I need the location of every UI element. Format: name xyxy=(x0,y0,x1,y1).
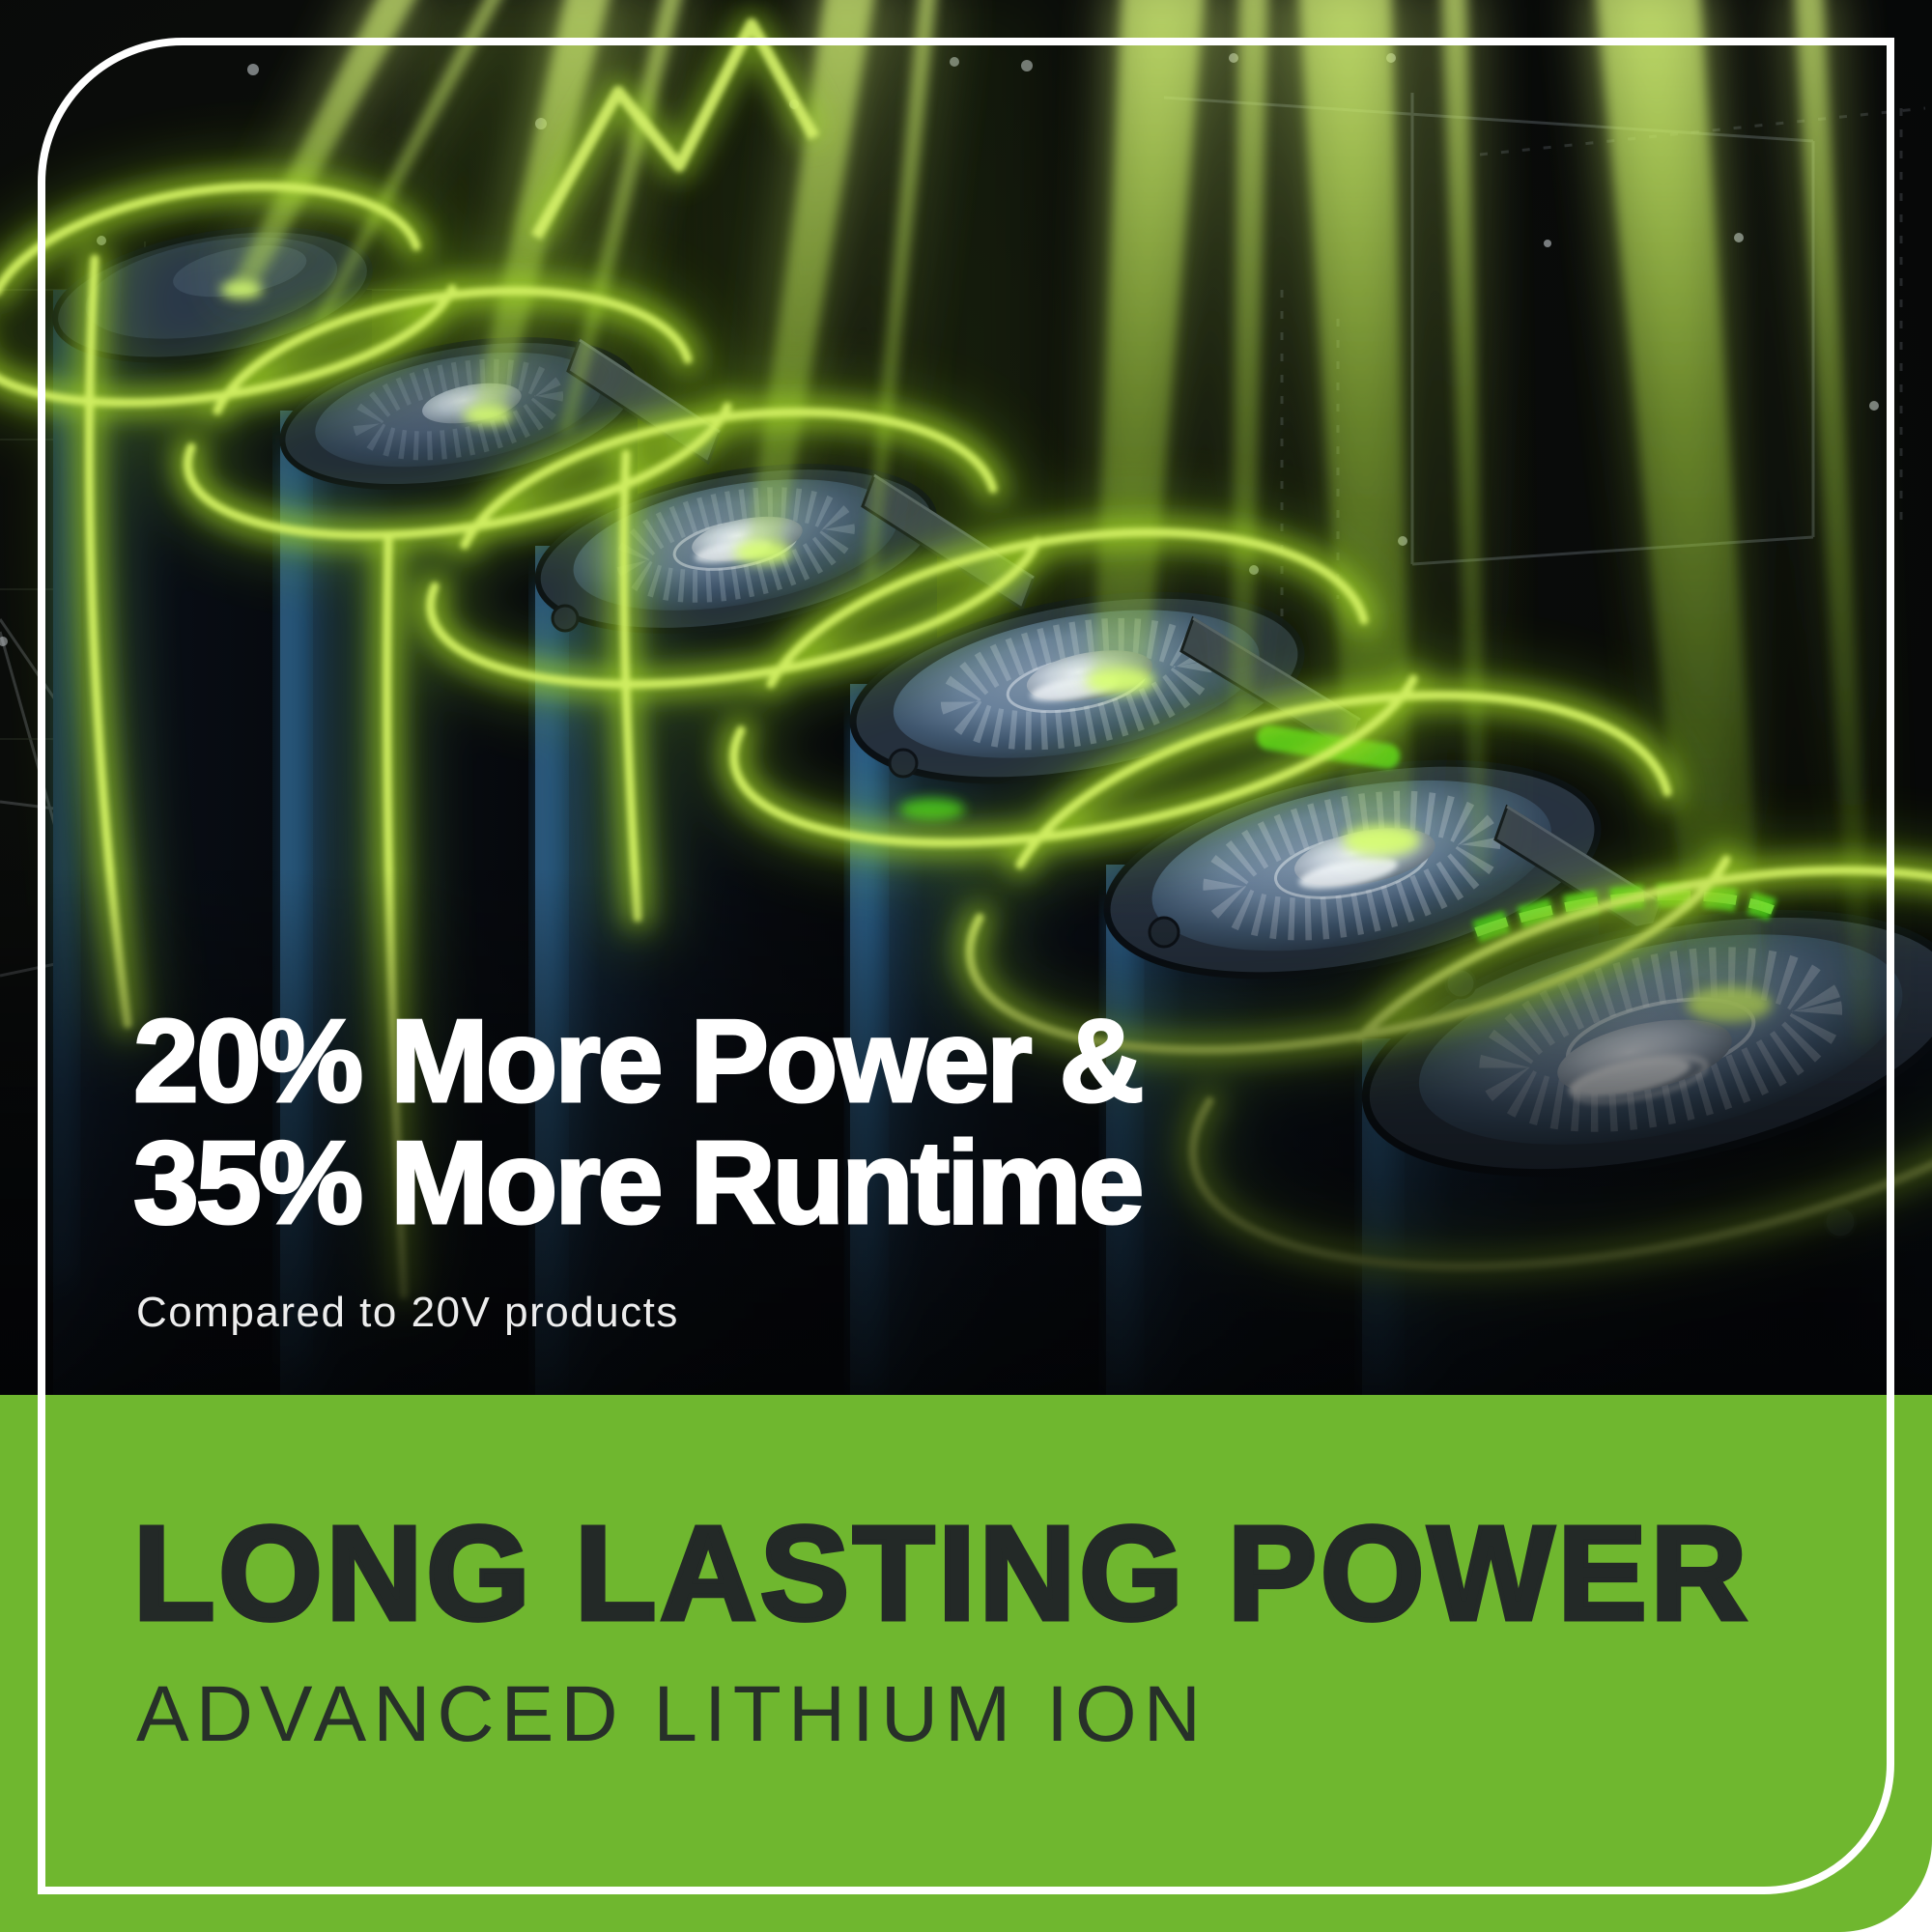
band-subtitle: ADVANCED LITHIUM ION xyxy=(136,1670,1208,1758)
headline-line-2: 35% More Runtime xyxy=(132,1116,1146,1248)
right-wireframe xyxy=(1163,93,1815,566)
battery-cells-illustration xyxy=(0,0,1932,1395)
green-band xyxy=(0,1395,1932,1932)
hero-photo xyxy=(0,0,1932,1395)
headline-line-1: 20% More Power & xyxy=(132,995,1147,1126)
energy-zigzag xyxy=(523,10,828,244)
band-title: LONG LASTING POWER xyxy=(130,1499,1751,1648)
headline: 20% More Power & 35% More Runtime xyxy=(132,995,1147,1248)
bottom-shade xyxy=(0,869,1932,1395)
disclaimer-text: Compared to 20V products xyxy=(136,1289,679,1336)
